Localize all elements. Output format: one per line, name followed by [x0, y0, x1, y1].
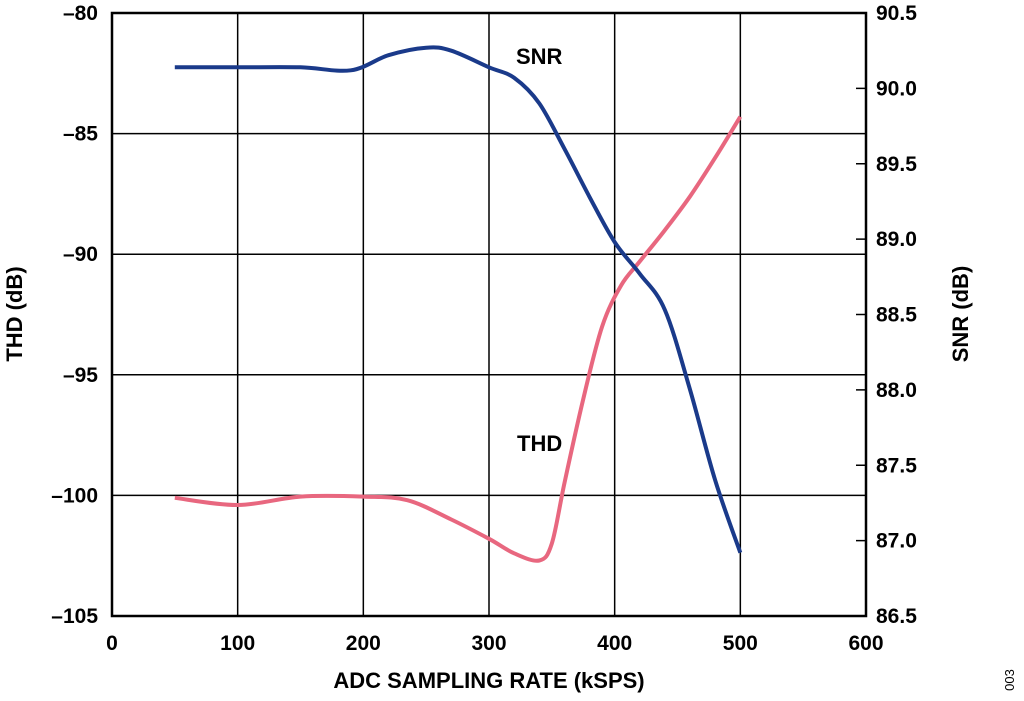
- x-tick-label: 200: [346, 632, 381, 655]
- y-tick-label: –80: [63, 2, 98, 25]
- thd-series-label: THD: [517, 431, 562, 456]
- thd-series-line: [174, 115, 743, 563]
- x-tick-label: 400: [597, 632, 632, 655]
- plot-frame: [110, 11, 868, 618]
- grid: [112, 12, 866, 617]
- y2-tick-label: 90.5: [876, 2, 917, 25]
- y-tick-label: –95: [63, 364, 98, 387]
- y2-tick-label: 88.0: [876, 379, 917, 402]
- x-tick-labels: 0 100 200 300 400 500 600: [106, 632, 883, 655]
- y-tick-label: –105: [51, 605, 98, 628]
- series-layer: [174, 45, 743, 563]
- y2-tick-label: 87.0: [876, 530, 917, 553]
- y2-tick-label: 86.5: [876, 605, 917, 628]
- snr-series-line: [174, 45, 743, 554]
- y-tick-label: –85: [63, 123, 98, 146]
- y2-tick-label: 90.0: [876, 77, 917, 100]
- x-tick-label: 100: [220, 632, 255, 655]
- y2-tick-label: 88.5: [876, 304, 917, 327]
- figure-id: 003: [1002, 669, 1017, 691]
- y2-tick-label: 89.0: [876, 228, 917, 251]
- x-tick-label: 500: [723, 632, 758, 655]
- y2-tick-labels: 90.5 90.0 89.5 89.0 88.5 88.0 87.5 87.0 86.5: [876, 2, 917, 628]
- x-axis-title: ADC SAMPLING RATE (kSPS): [333, 668, 644, 693]
- y-tick-label: –90: [63, 243, 98, 266]
- snr-series-label: SNR: [516, 44, 563, 69]
- x-tick-label: 0: [106, 632, 118, 655]
- y2-axis-title: SNR (dB): [948, 266, 973, 363]
- y-tick-labels: –80 –85 –90 –95 –100 –105: [51, 2, 98, 628]
- y2-tick-label: 89.5: [876, 153, 917, 176]
- x-tick-label: 600: [848, 632, 883, 655]
- y-tick-label: –100: [51, 484, 98, 507]
- y-axis-title: THD (dB): [2, 266, 27, 361]
- y2-tick-label: 87.5: [876, 454, 917, 477]
- x-tick-label: 300: [471, 632, 506, 655]
